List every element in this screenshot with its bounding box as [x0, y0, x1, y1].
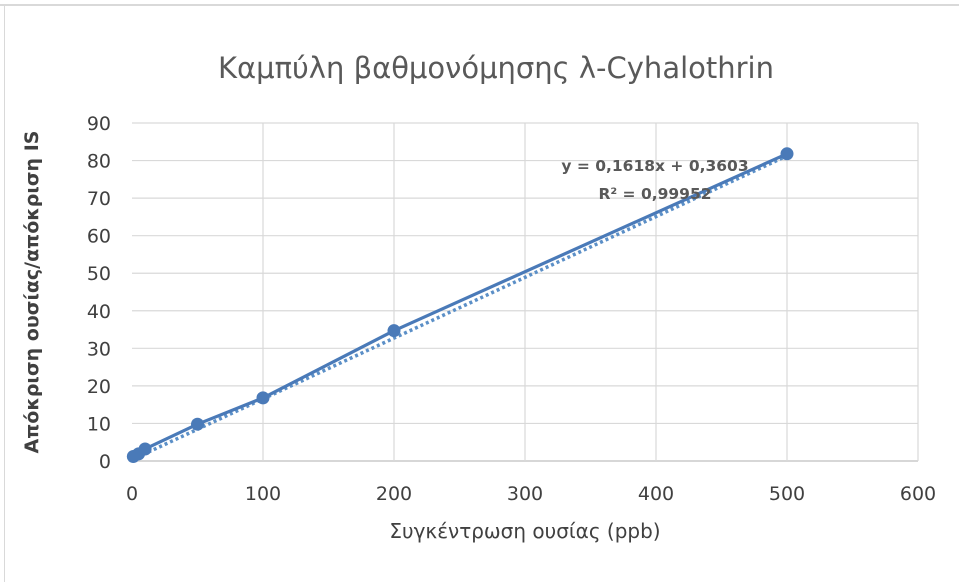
x-tick-label: 0 — [126, 483, 138, 505]
data-point — [387, 324, 401, 338]
r-squared-label: R² = 0,99952 — [598, 185, 711, 203]
y-tick-label: 0 — [99, 451, 111, 473]
chart-title: Καμπύλη βαθμονόμησης λ-Cyhalothrin — [218, 51, 774, 85]
y-tick-label: 30 — [87, 338, 111, 360]
data-point — [191, 417, 204, 431]
y-tick-label: 50 — [87, 263, 111, 285]
x-tick-label: 300 — [507, 483, 543, 505]
x-tick-label: 400 — [638, 483, 674, 505]
x-tick-label: 500 — [769, 483, 805, 505]
y-axis-label: Απόκριση ουσίας/απόκριση IS — [21, 131, 43, 454]
x-tick-label: 100 — [245, 483, 281, 505]
trendline — [131, 154, 788, 462]
trendline-equation: y = 0,1618x + 0,3603 — [561, 157, 748, 175]
trendline-layer — [131, 154, 788, 462]
data-point — [138, 442, 152, 456]
y-tick-label: 60 — [87, 226, 111, 248]
series-layer — [126, 147, 794, 463]
y-tick-label: 40 — [87, 301, 111, 323]
x-axis-label: Συγκέντρωση ουσίας (ppb) — [389, 519, 660, 543]
x-tick-label: 600 — [900, 483, 936, 505]
x-tick-label: 200 — [376, 483, 412, 505]
top-border — [0, 4, 959, 6]
y-tick-label: 90 — [87, 113, 111, 135]
y-tick-label: 10 — [87, 413, 111, 435]
data-point — [780, 147, 794, 161]
axis-ticks: 0 10 20 30 40 50 60 70 80 90 0 100 200 300 400 500 600 — [87, 113, 936, 505]
y-tick-label: 20 — [87, 376, 111, 398]
y-tick-label: 70 — [87, 188, 111, 210]
left-border — [4, 4, 5, 582]
grid — [132, 122, 919, 462]
data-point — [256, 391, 270, 405]
y-tick-label: 80 — [87, 151, 111, 173]
